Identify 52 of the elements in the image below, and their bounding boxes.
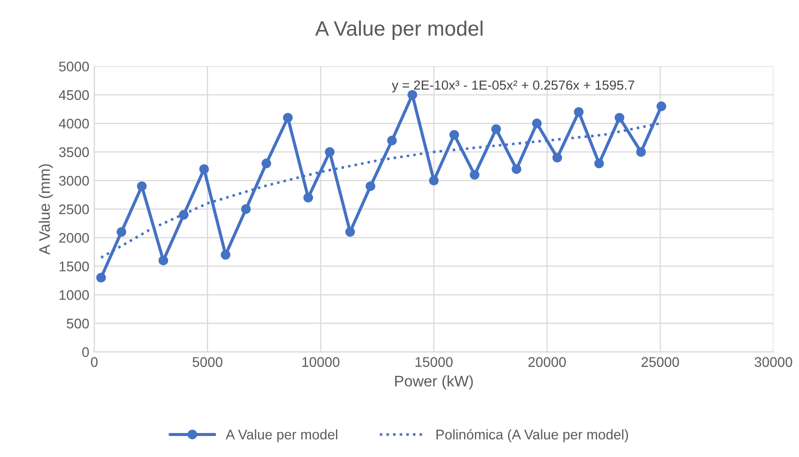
y-tick-label: 0 (82, 347, 89, 358)
point (491, 124, 501, 134)
point (345, 227, 355, 237)
legend-label: Polinómica (A Value per model) (436, 429, 628, 442)
y-tick-label: 4000 (58, 118, 89, 129)
point (387, 136, 397, 146)
point (136, 181, 147, 192)
point (303, 192, 314, 203)
point (449, 130, 460, 140)
y-tick-label: 3000 (59, 176, 89, 186)
x-tick-label: 5000 (192, 357, 222, 367)
point (158, 256, 168, 266)
y-tick-label: 2500 (59, 204, 89, 214)
point (116, 227, 126, 237)
y-tick-label: 3500 (59, 147, 89, 158)
point (574, 107, 584, 117)
point (552, 152, 562, 163)
point (282, 112, 293, 123)
x-tick-label: 25000 (642, 357, 680, 367)
x-axis-title: Power (kW) (395, 375, 473, 390)
point (532, 118, 542, 128)
point (512, 164, 522, 174)
point (614, 112, 624, 123)
y-axis-title: A Value (mm) (38, 164, 53, 255)
point (407, 90, 418, 100)
point (220, 250, 230, 260)
point (241, 204, 251, 214)
point (366, 181, 376, 192)
point (470, 170, 480, 180)
y-tick-label: 1000 (60, 290, 89, 300)
x-tick-label: 10000 (302, 357, 340, 367)
point (96, 272, 106, 282)
point (594, 158, 604, 168)
y-tick-label: 5000 (59, 62, 89, 72)
point (199, 164, 209, 174)
x-tick-label: 30000 (754, 357, 792, 367)
point (636, 147, 646, 157)
y-tick-label: 1500 (60, 262, 89, 272)
x-tick-label: 15000 (416, 357, 453, 367)
y-tick-label: 500 (66, 318, 89, 328)
point (261, 158, 272, 168)
annotation: y = 2E-10x³ - 1E-05x² + 0.2576x + 1595.7 (392, 80, 634, 92)
x-tick-label: 0 (90, 357, 98, 367)
y-tick-label: 2000 (59, 232, 89, 243)
point (178, 210, 189, 220)
chart-title: A Value per model (315, 20, 482, 40)
point (428, 176, 439, 186)
point (324, 147, 335, 157)
y-tick-label: 4500 (58, 90, 89, 100)
point (656, 101, 666, 112)
legend-label: A Value per model (226, 429, 338, 442)
x-tick-label: 20000 (528, 357, 566, 367)
